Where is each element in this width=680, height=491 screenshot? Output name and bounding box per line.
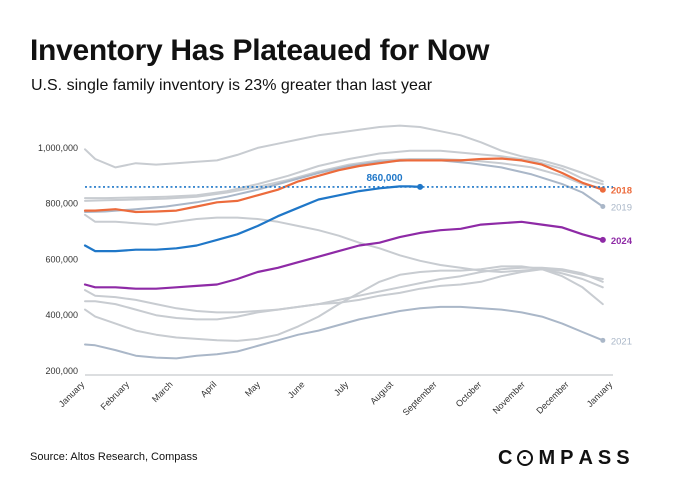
y-tick-label: 200,000 — [45, 366, 78, 376]
x-tick-label: August — [368, 379, 395, 406]
x-tick-label: April — [199, 379, 219, 399]
series-end-point — [600, 203, 606, 209]
x-tick-label: March — [150, 379, 175, 404]
chart-title: Inventory Has Plateaued for Now — [30, 34, 490, 67]
series-layer: 2019 2021 2018 2024 — [83, 124, 633, 360]
x-tick-label: July — [332, 379, 351, 398]
reference-layer: 860,000 — [85, 173, 613, 188]
x-axis: January February March April May June July Augu… — [57, 379, 615, 418]
series-line — [84, 268, 604, 321]
compass-logo: C M P A S S — [498, 446, 635, 470]
chart-subtitle: U.S. single family inventory is 23% grea… — [31, 77, 433, 94]
series-line — [84, 124, 604, 183]
y-axis: 200,000 400,000 600,000 800,000 1,000,000 — [38, 143, 78, 376]
y-tick-label: 800,000 — [45, 199, 78, 209]
series-line — [84, 159, 604, 213]
x-tick-label: December — [534, 379, 570, 415]
series-end-point — [599, 186, 606, 193]
reference-line-label: 860,000 — [366, 173, 403, 184]
x-tick-label: May — [243, 379, 262, 398]
x-tick-label: November — [491, 379, 527, 415]
series-line — [83, 157, 604, 214]
logo-letter: P — [560, 447, 579, 469]
logo-letter: M — [538, 447, 561, 469]
series-line — [84, 265, 604, 342]
logo-letter: A — [578, 447, 598, 469]
series-line — [83, 220, 604, 290]
y-tick-label: 600,000 — [45, 254, 78, 264]
series-line — [84, 266, 604, 314]
series-label: 2024 — [611, 236, 633, 247]
x-tick-label: January — [57, 379, 87, 409]
x-tick-label: January — [585, 379, 615, 409]
x-tick-label: September — [401, 379, 439, 417]
source-note: Source: Altos Research, Compass — [30, 451, 198, 463]
logo-letter: S — [597, 447, 617, 469]
series-end-point — [417, 183, 424, 190]
series-label: 2021 — [611, 336, 632, 347]
line-chart: 200,000 400,000 600,000 800,000 1,000,000 Ja… — [38, 124, 633, 418]
series-end-point — [600, 337, 606, 343]
logo-letter: C — [498, 447, 518, 469]
series-end-point — [599, 236, 606, 243]
series-label: 2019 — [611, 202, 632, 213]
logo-compass-o-icon — [517, 450, 534, 466]
x-tick-label: February — [99, 379, 132, 412]
series-line — [83, 185, 422, 253]
logo-letter: S — [616, 447, 635, 469]
x-tick-label: June — [286, 379, 307, 400]
y-tick-label: 400,000 — [45, 310, 78, 320]
series-line — [84, 158, 604, 202]
series-line — [84, 305, 604, 360]
series-label: 2018 — [611, 186, 632, 197]
series-line — [84, 149, 604, 200]
series-line — [84, 213, 604, 280]
x-tick-label: October — [454, 379, 484, 409]
y-tick-label: 1,000,000 — [38, 143, 78, 153]
